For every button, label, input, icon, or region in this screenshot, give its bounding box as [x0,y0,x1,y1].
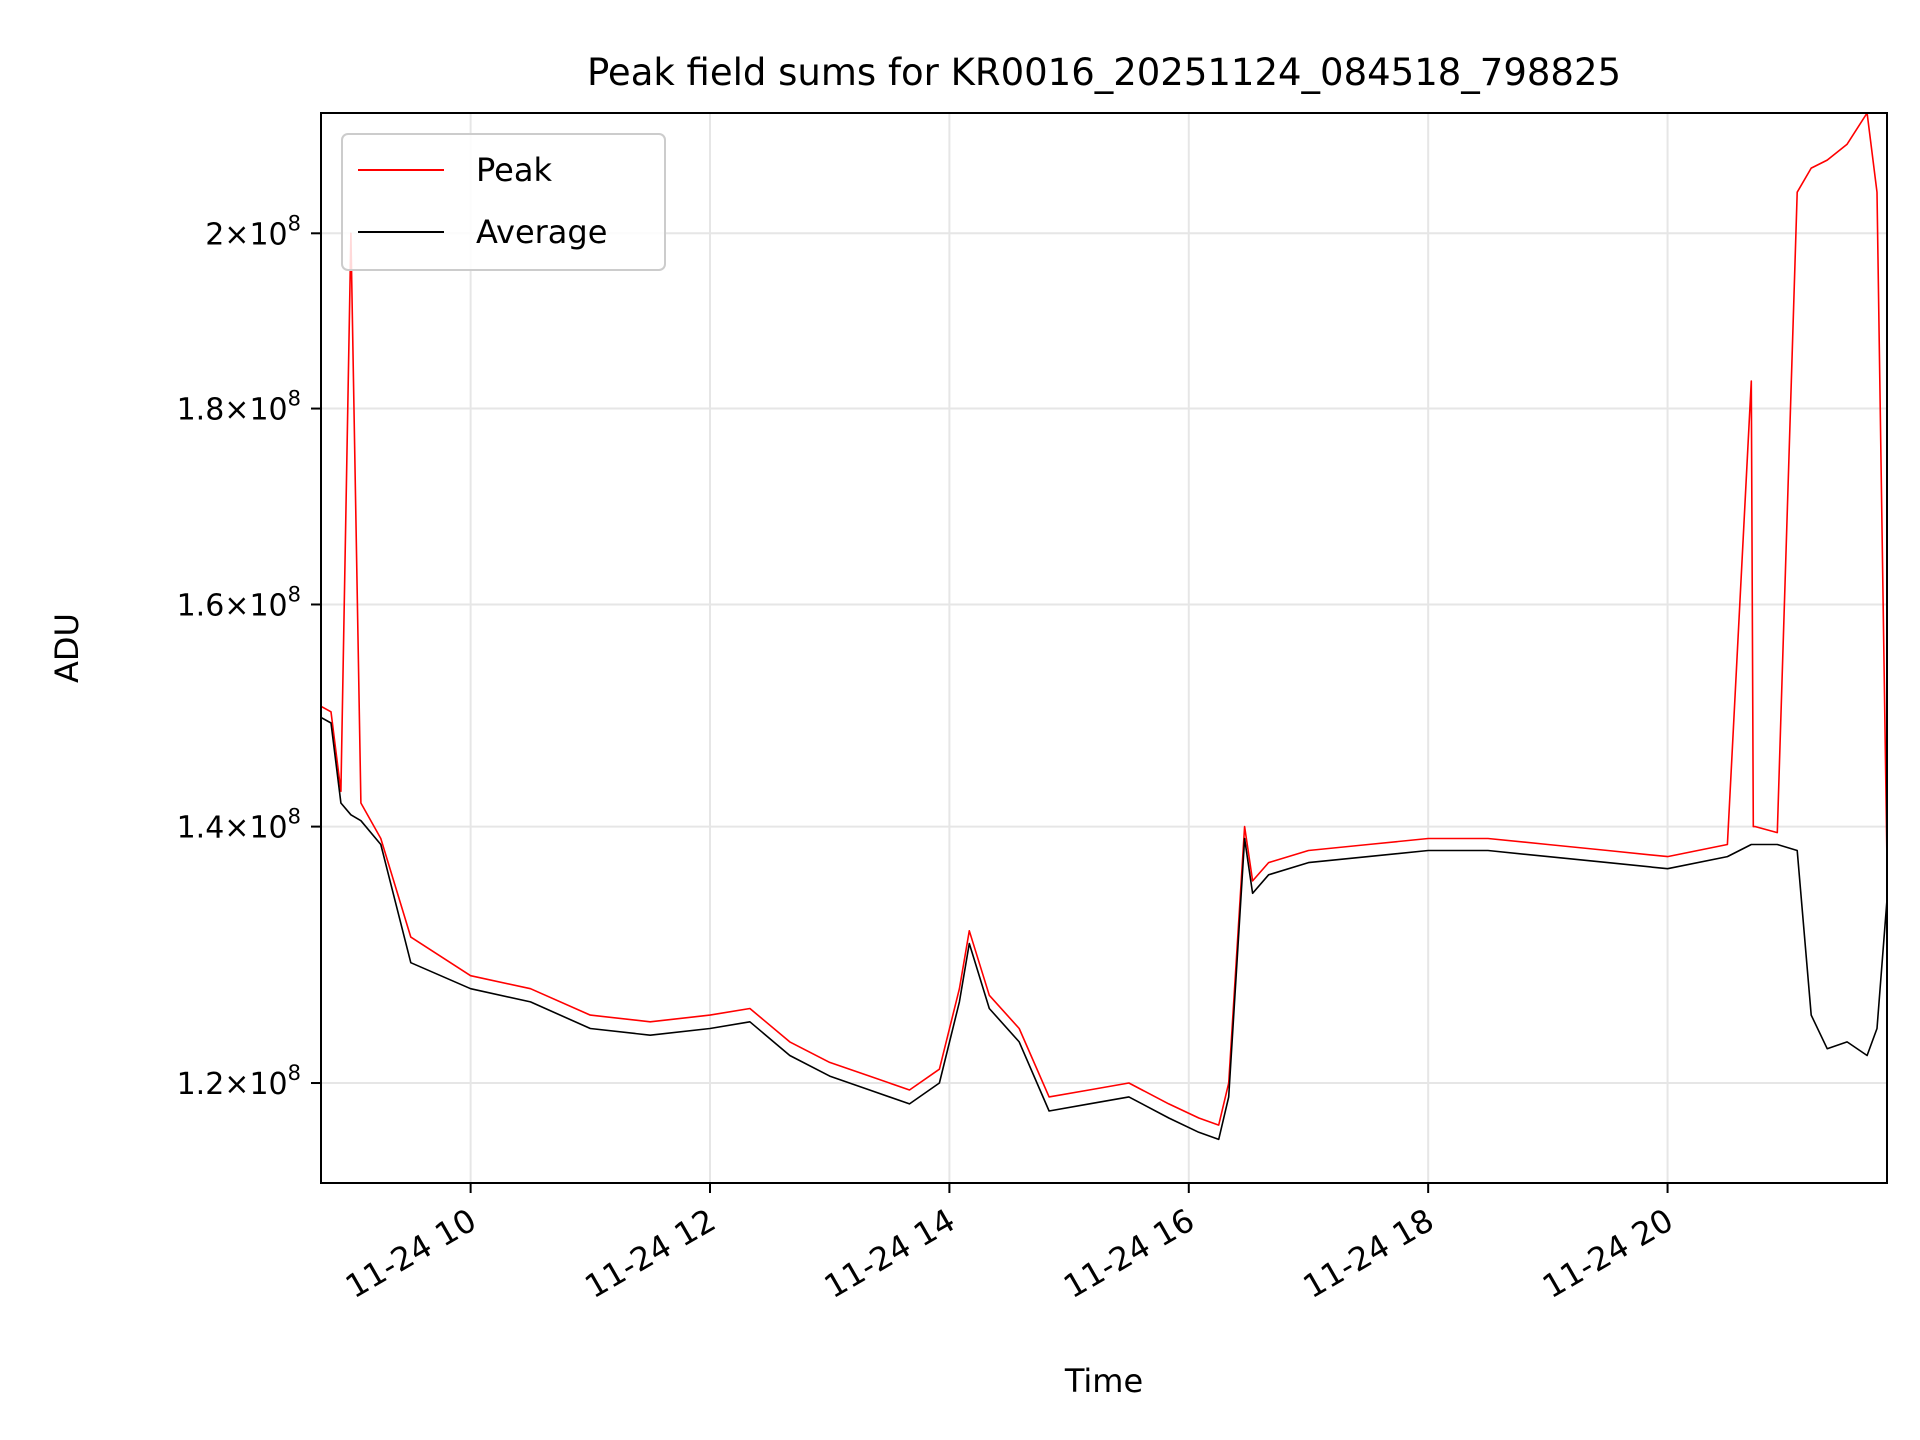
grid [321,113,1887,1183]
legend-label-average: Average [476,213,607,251]
y-tick-label: 1.8×108 [177,387,301,428]
plot-frame [320,112,1888,1184]
legend-label-peak: Peak [476,151,552,189]
y-tick-label: 1.2×108 [177,1061,301,1102]
plot-lines [321,113,1887,1141]
chart-title: Peak field sums for KR0016_20251124_0845… [587,51,1621,94]
x-axis-label: Time [1064,1362,1143,1400]
y-tick-label: 2×108 [205,211,301,252]
legend: Peak Average [341,133,666,271]
y-tick-label: 1.4×108 [177,805,301,846]
y-axis: 1.2×108 1.4×108 1.6×108 1.8×108 2×108 [177,211,321,1102]
series-line-peak [321,113,1887,1126]
y-axis-label: ADU [48,613,86,683]
series-line-average [321,716,1887,1141]
y-tick-label: 1.6×108 [177,582,301,623]
legend-box [341,133,666,271]
